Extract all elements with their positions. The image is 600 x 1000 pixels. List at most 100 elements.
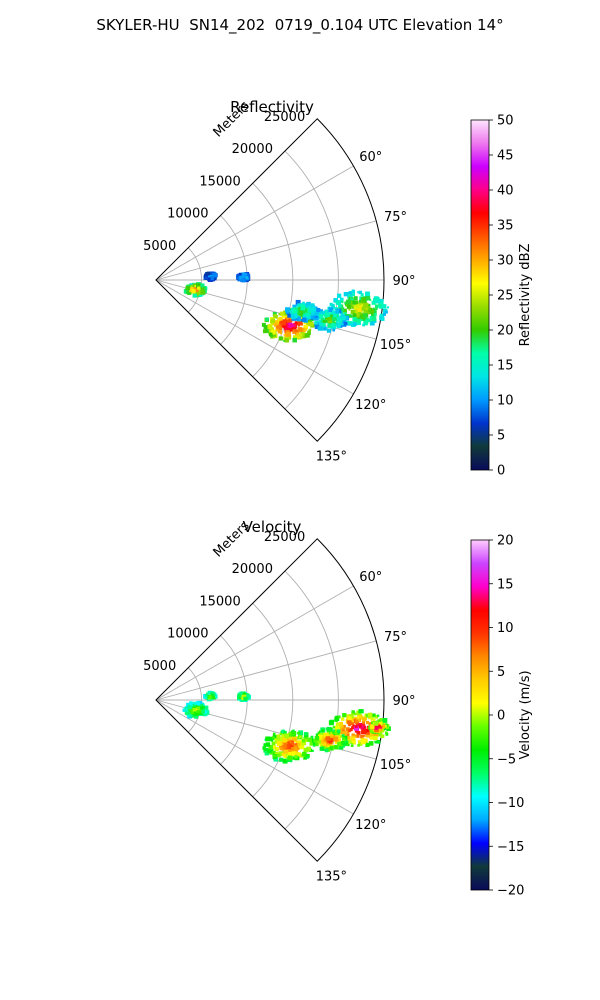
echo-pixel [298,310,304,316]
echo-pixel [347,716,352,721]
echo-pixel [301,317,307,323]
echo-pixel [317,311,321,315]
range-tick-label: 5000 [143,659,176,674]
echo-pixel [348,729,352,733]
echo-pixel [378,305,383,309]
echo-pixel [271,318,276,323]
echo-pixel [293,739,297,743]
echo-pixel [341,744,345,748]
azimuth-gridline [155,279,354,395]
echo-pixel [351,726,355,730]
sector-frame [155,538,385,862]
echo-pixel [241,272,247,278]
echo-pixel [279,732,282,735]
echo-pixel [356,731,361,736]
echo-pixel [365,295,371,301]
azimuth-tick-label: 75° [384,210,407,225]
echo-pixel [279,757,284,762]
echo-pixel [377,728,381,732]
echo-pixel [289,310,293,313]
echo-pixel [283,742,289,748]
echo-pixel [371,300,376,305]
echo-pixel [287,743,291,748]
echo-pixel [197,293,201,297]
echo-pixel [361,297,366,302]
echo-pixel [372,713,376,717]
echo-pixel [353,734,358,738]
echo-pixel [365,742,370,748]
echo-pixel [379,313,384,317]
colorbar: −20 −15 −10 −5 0 5 10 15 20 Velocity (m/s) [470,534,533,899]
echo-pixel [208,695,212,699]
echo-pixel [272,732,276,736]
echo-pixel [319,730,322,733]
echo-pixel [319,319,322,323]
colorbar-tick-label: 20 [497,324,514,339]
echo-pixel [368,741,374,746]
echo-pixel [374,714,379,719]
azimuth-tick-label: 105° [380,338,411,353]
echo-pixel [277,329,282,334]
echo-pixel [318,313,324,319]
echo-pixel [363,723,366,727]
echo-pixel [314,324,320,330]
echo-pixel [241,277,246,283]
colorbar-tick-label: 0 [497,709,505,724]
echo-pixel [303,321,306,325]
echo-pixel [292,729,295,732]
echo-pixel [239,272,242,276]
range-tick-label: 10000 [167,207,208,222]
radar-echoes [182,690,391,764]
echo-pixel [337,729,341,733]
echo-pixel [293,744,298,749]
echo-pixel [278,336,283,341]
echo-pixel [200,287,204,291]
echo-pixel [330,727,333,730]
echo-pixel [355,719,359,723]
echo-pixel [341,728,345,732]
echo-pixel [200,283,204,288]
echo-pixel [374,304,379,308]
echo-pixel [350,303,354,308]
echo-pixel [265,317,269,322]
echo-pixel [284,338,290,343]
colorbar-tick-label: 45 [497,149,514,164]
echo-pixel [344,316,349,320]
echo-pixel [293,335,298,340]
echo-pixel [297,736,300,740]
echo-pixel [193,710,198,714]
echo-pixel [266,748,272,754]
echo-pixel [355,717,360,723]
echo-pixel [276,741,282,746]
echo-pixel [334,742,337,745]
colorbar-tick-label: 15 [497,359,514,374]
echo-pixel [295,329,300,334]
echo-pixel [373,313,377,317]
echo-pixel [331,304,334,308]
echo-pixel [347,291,352,296]
echo-pixel [359,709,364,714]
echo-pixel [366,725,369,728]
echo-pixel [350,736,356,741]
echo-pixel [335,300,340,305]
echo-pixel [193,291,199,297]
echo-pixel [324,313,328,317]
echo-pixel [306,305,309,309]
echo-pixel [188,711,193,717]
echo-pixel [352,313,357,318]
echo-pixel [263,743,267,747]
echo-pixel [310,735,314,739]
echo-pixel [285,307,291,313]
echo-pixel [184,710,190,715]
echo-pixel [321,737,325,740]
echo-pixel [287,313,292,318]
echo-pixel [196,710,200,714]
echo-pixel [281,324,285,328]
range-tick-label: 15000 [199,174,240,189]
echo-pixel [357,740,361,743]
echo-pixel [291,736,297,741]
echo-pixel [363,726,366,729]
echo-pixel [203,273,208,278]
echo-pixel [325,316,328,320]
echo-pixel [265,736,271,742]
